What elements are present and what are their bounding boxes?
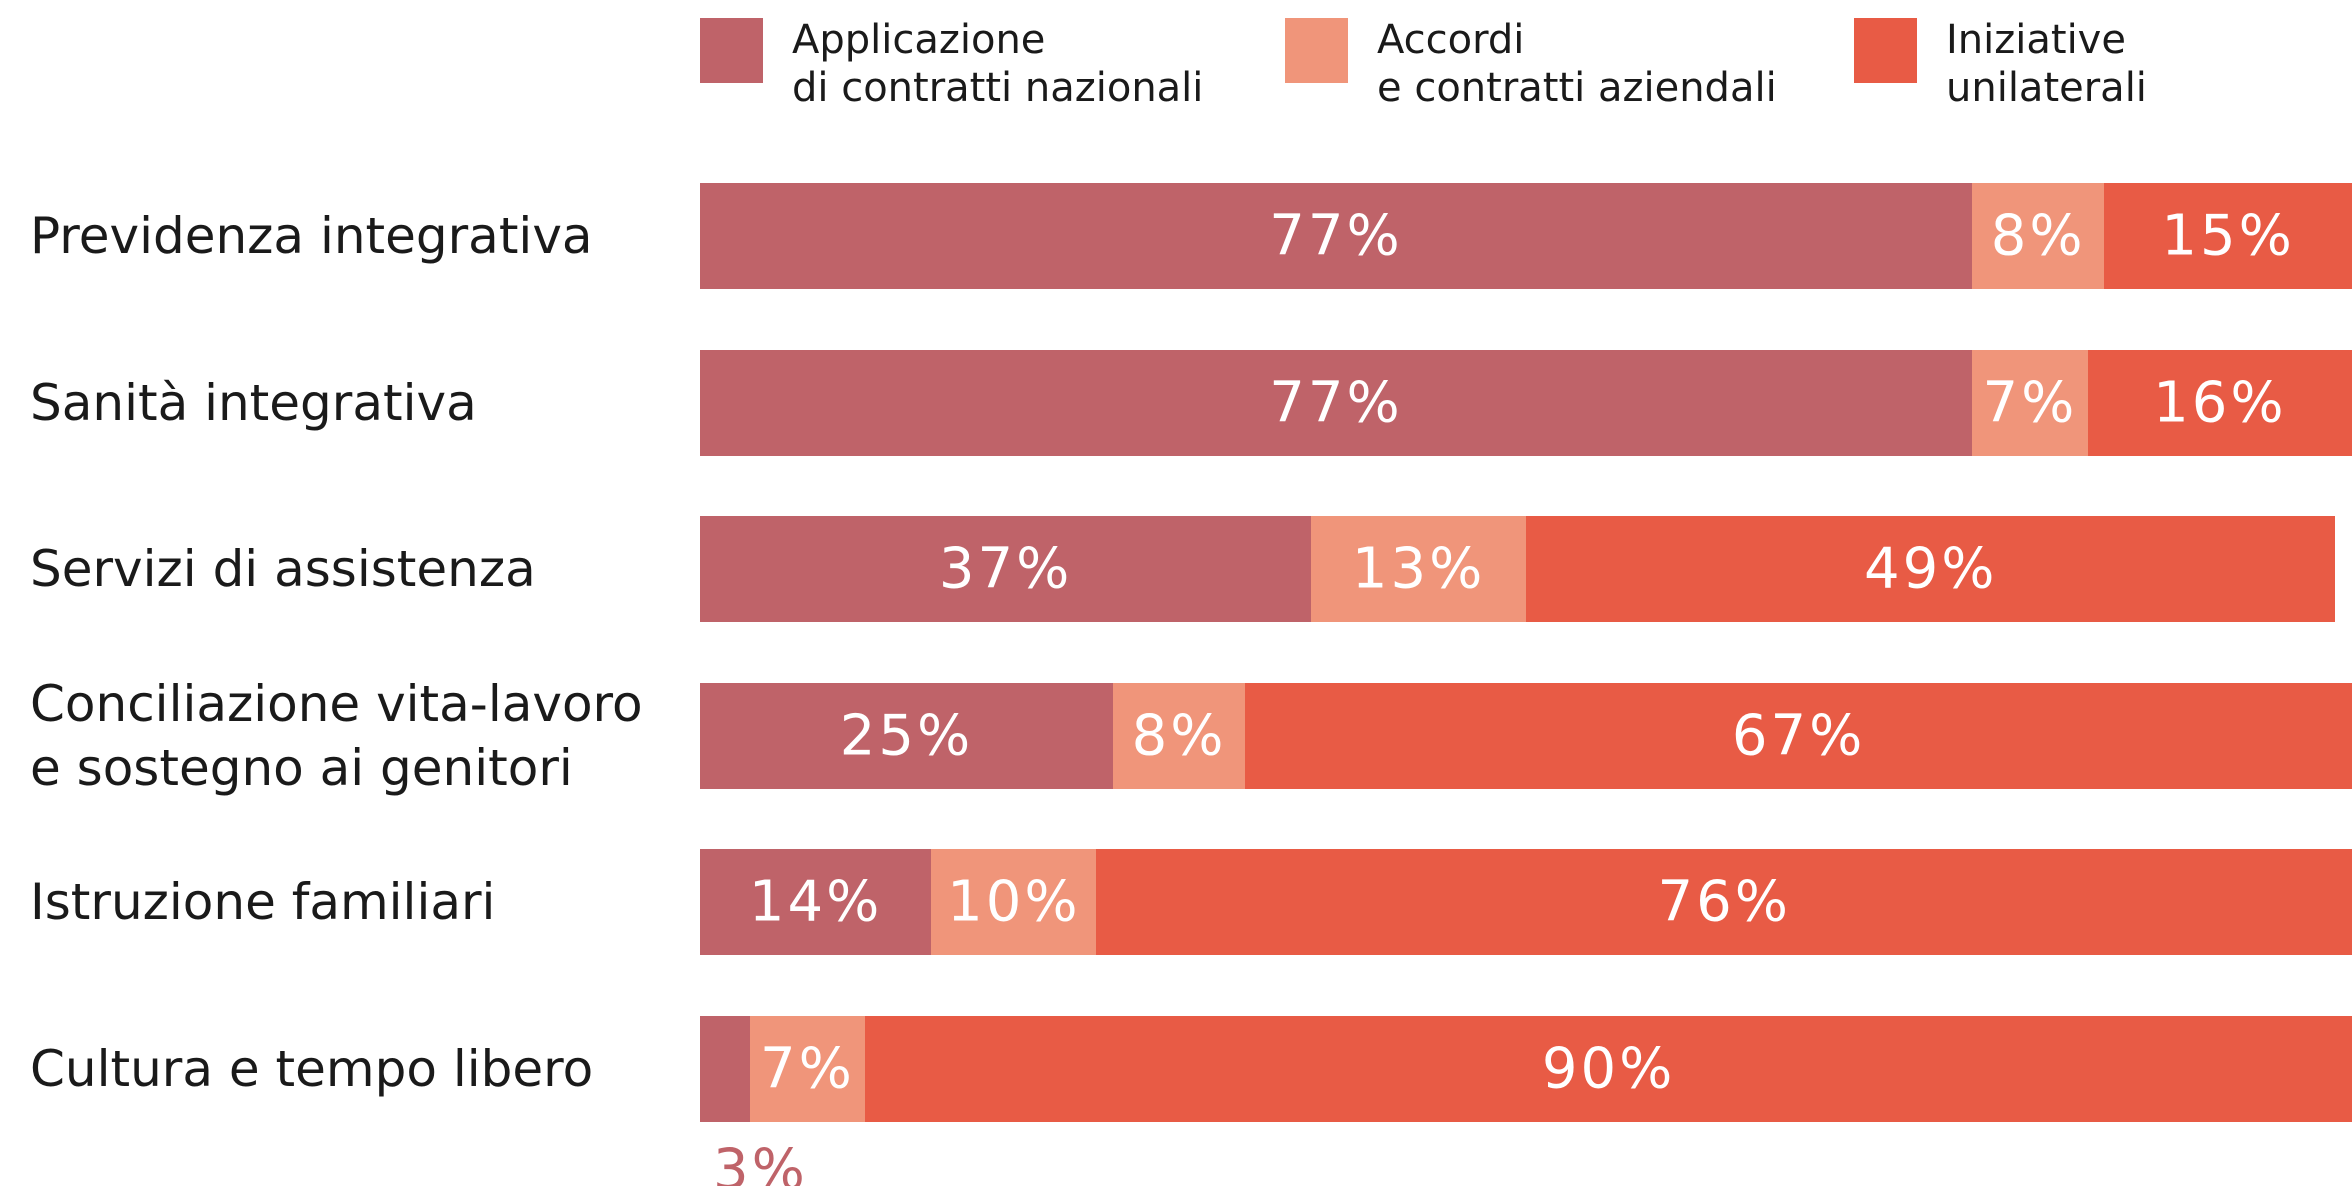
- category-label: Servizi di assistenza: [30, 540, 536, 598]
- bar-segment: [700, 516, 1312, 622]
- legend-label: Iniziative unilaterali: [1946, 17, 2147, 111]
- bar-segment: [1113, 683, 1246, 789]
- legend-swatch: [700, 18, 763, 83]
- value-label: 7%: [759, 1036, 855, 1102]
- value-label: 8%: [1990, 203, 2086, 269]
- category-label: Conciliazione vita-lavoro e sostegno ai …: [30, 675, 643, 797]
- bar-segment: [1972, 350, 2088, 456]
- category-label: Sanità integrativa: [30, 374, 477, 432]
- value-label: 15%: [2161, 203, 2295, 269]
- bar-segment: [700, 350, 1973, 456]
- value-label: 77%: [1269, 370, 1403, 436]
- category-label: Previdenza integrativa: [30, 207, 593, 265]
- value-label: 14%: [748, 869, 883, 935]
- legend-label: Applicazione di contratti nazionali: [792, 17, 1204, 111]
- bar-segment: [2104, 183, 2352, 289]
- bar-segment: [700, 1016, 750, 1122]
- value-label: 8%: [1131, 703, 1227, 769]
- bar-segment: [931, 849, 1097, 955]
- value-label: 10%: [947, 869, 1081, 935]
- bar-segment: [700, 183, 1973, 289]
- bar-segment: [1245, 683, 2352, 789]
- value-label: 3%: [713, 1137, 808, 1186]
- value-label: 90%: [1541, 1036, 1676, 1102]
- value-label: 76%: [1657, 869, 1791, 935]
- category-label: Istruzione familiari: [30, 873, 496, 931]
- bar-segment: [1526, 516, 2336, 622]
- value-label: 77%: [1269, 203, 1403, 269]
- bar-segment: [1096, 849, 2352, 955]
- bar-segment: [700, 849, 932, 955]
- bar-segment: [865, 1016, 2352, 1122]
- legend-swatch: [1854, 18, 1917, 83]
- bar-segment: [749, 1016, 866, 1122]
- legend-label: Accordi e contratti aziendali: [1377, 17, 1777, 111]
- bar-segment: [2087, 350, 2352, 456]
- value-label: 37%: [938, 536, 1073, 602]
- value-label: 7%: [1982, 370, 2078, 436]
- bar-segment: [700, 683, 1113, 789]
- value-label: 49%: [1864, 536, 1998, 602]
- category-label: Cultura e tempo libero: [30, 1040, 594, 1098]
- value-label: 13%: [1351, 536, 1486, 602]
- bar-segment: [1311, 516, 1526, 622]
- value-label: 67%: [1731, 703, 1866, 769]
- legend-swatch: [1285, 18, 1348, 83]
- value-label: 16%: [2153, 370, 2287, 436]
- bar-segment: [1972, 183, 2105, 289]
- value-label: 25%: [839, 703, 974, 769]
